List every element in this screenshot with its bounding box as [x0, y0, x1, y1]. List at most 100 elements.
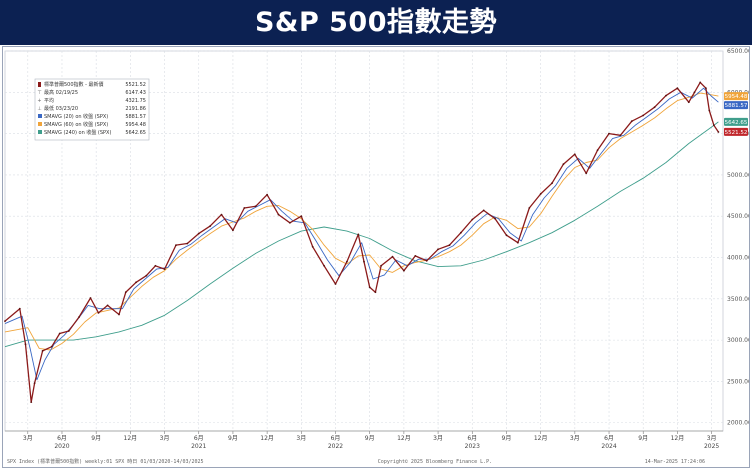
- price-point: [708, 109, 711, 112]
- price-badge: [724, 101, 748, 110]
- price-point: [414, 255, 417, 257]
- x-tick-label: 3月: [433, 435, 443, 442]
- price-point: [30, 401, 33, 403]
- x-year-label: 2025: [704, 443, 719, 450]
- price-point: [41, 350, 44, 352]
- price-point: [97, 312, 100, 314]
- legend-label: 最高 02/19/25: [44, 89, 78, 96]
- price-point: [289, 221, 291, 224]
- x-tick-label: 12月: [260, 435, 274, 442]
- price-badge-label: 5642.65: [725, 120, 748, 126]
- price-point: [630, 120, 633, 123]
- legend-label: 平均: [44, 97, 54, 104]
- price-point: [50, 345, 53, 348]
- sma240-line: [4, 121, 719, 348]
- title-banner: S&P 500指數走勢: [0, 0, 752, 45]
- price-point: [368, 286, 371, 289]
- price-point: [254, 205, 257, 208]
- legend-symbol: +: [37, 98, 41, 104]
- y-tick-label: 3500.00: [727, 296, 749, 303]
- price-point: [357, 233, 360, 236]
- x-tick-label: 12月: [534, 435, 548, 442]
- x-tick-label: 12月: [124, 435, 138, 442]
- sma20-line: [4, 87, 719, 381]
- price-point: [186, 242, 189, 245]
- price-point: [145, 274, 148, 277]
- price-point: [363, 260, 365, 263]
- x-tick-label: 3月: [23, 435, 33, 442]
- legend-symbol: ⊥: [37, 106, 41, 112]
- legend-value: 5954.48: [125, 122, 146, 128]
- x-year-label: 2021: [191, 443, 206, 450]
- price-point: [346, 260, 348, 263]
- price-point: [154, 264, 157, 267]
- legend-value: 2191.86: [125, 106, 146, 112]
- legend-label: SMAVG (60) on 收盤 (SPX): [44, 121, 108, 128]
- price-point: [197, 232, 200, 235]
- price-badge-label: 5954.48: [725, 94, 748, 100]
- price-point: [4, 320, 6, 322]
- x-tick-label: 6月: [604, 435, 614, 442]
- legend-symbol: ⊤: [37, 90, 41, 96]
- chart-series: [4, 81, 720, 403]
- x-tick-label: 6月: [467, 435, 477, 442]
- y-tick-label: 4500.00: [727, 213, 749, 220]
- chart-frame: 6500.006000.005500.005000.004500.004000.…: [2, 46, 750, 468]
- x-year-label: 2024: [601, 443, 616, 450]
- x-tick-label: 6月: [57, 435, 67, 442]
- price-point: [118, 313, 120, 316]
- price-point: [608, 132, 610, 135]
- price-point: [300, 215, 303, 218]
- footer-source-text: SPX Index (標準普爾500指數) weekly:01 SPX 時日 0…: [7, 458, 204, 465]
- price-point: [380, 264, 382, 267]
- price-point: [699, 81, 702, 84]
- sma60-line: [4, 92, 719, 351]
- y-tick-label: 2000.00: [727, 420, 749, 427]
- footer-date-text: 14-Mar-2025 17:24:06: [645, 459, 705, 465]
- chart-footer: SPX Index (標準普爾500指數) weekly:01 SPX 時日 0…: [7, 458, 705, 465]
- price-point: [482, 209, 485, 212]
- chart-legend: 標準普爾500指數 - 最新價 5521.52 ⊤ 最高 02/19/25 6147.4…: [34, 78, 150, 141]
- legend-color-swatch: [38, 130, 42, 134]
- x-tick-label: 9月: [365, 435, 375, 442]
- price-point: [596, 149, 599, 151]
- x-year-label: 2022: [328, 443, 343, 450]
- legend-value: 5642.65: [125, 130, 146, 136]
- price-point: [425, 259, 428, 262]
- price-point: [58, 332, 61, 335]
- x-tick-label: 6月: [194, 435, 204, 442]
- price-point: [232, 229, 234, 232]
- price-point: [693, 91, 696, 94]
- x-tick-label: 9月: [502, 435, 512, 442]
- price-point: [334, 283, 337, 285]
- price-point: [687, 101, 690, 104]
- price-point: [676, 87, 679, 90]
- price-point: [67, 330, 70, 332]
- price-point: [209, 225, 212, 228]
- price-badge-label: 5521.52: [725, 130, 748, 136]
- price-point: [220, 213, 223, 216]
- y-tick-label: 4000.00: [727, 255, 749, 262]
- price-point: [163, 268, 166, 270]
- legend-color-swatch: [38, 114, 42, 118]
- legend-value: 5521.52: [125, 82, 146, 88]
- x-year-label: 2023: [465, 443, 480, 450]
- price-point: [528, 207, 531, 209]
- x-tick-label: 3月: [707, 435, 717, 442]
- x-tick-label: 9月: [228, 435, 238, 442]
- y-tick-label: 2500.00: [727, 378, 749, 385]
- price-point: [311, 245, 314, 248]
- price-point: [24, 343, 27, 346]
- x-tick-label: 9月: [91, 435, 101, 442]
- price-badge: [724, 117, 748, 126]
- footer-copyright-text: Copyright© 2025 Bloomberg Finance L.P.: [378, 459, 492, 465]
- price-point: [717, 131, 720, 133]
- price-point: [665, 94, 667, 97]
- price-point: [551, 182, 553, 185]
- price-point: [539, 193, 542, 195]
- price-point: [653, 106, 656, 109]
- legend-value: 4321.75: [125, 98, 146, 104]
- price-point: [243, 207, 246, 209]
- x-tick-label: 12月: [671, 435, 685, 442]
- price-point: [89, 297, 92, 299]
